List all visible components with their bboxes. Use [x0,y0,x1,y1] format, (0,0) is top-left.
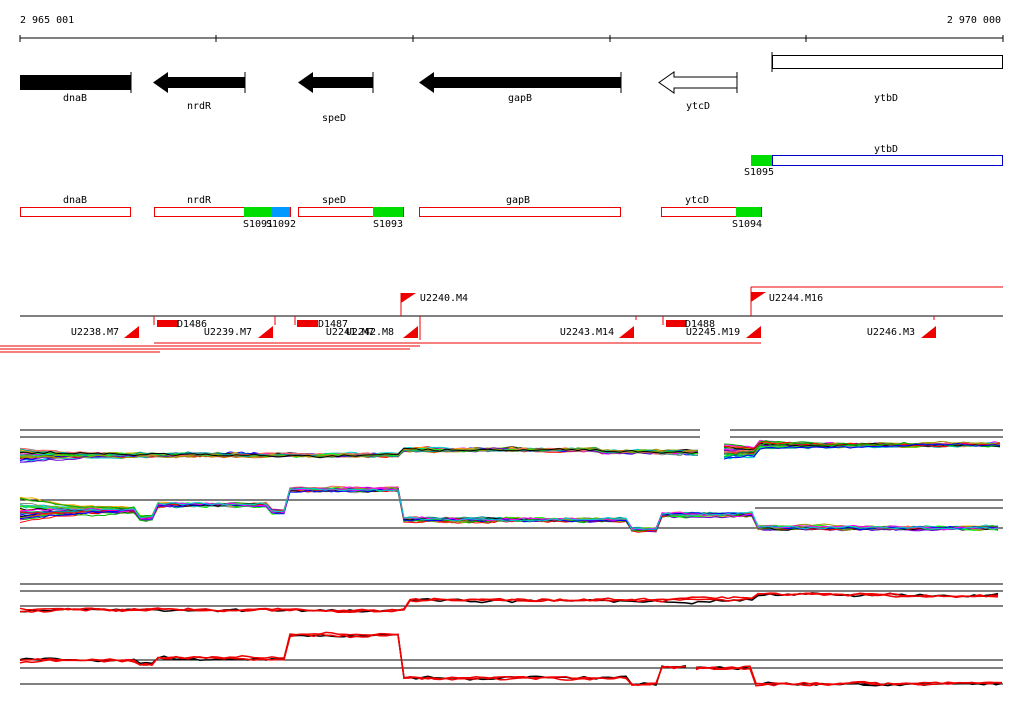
trace [19,486,999,532]
site-label: S1095 [744,167,774,178]
segment-label: U2244.M16 [769,293,823,304]
trace [723,441,1001,456]
gene-label: nrdR [187,101,212,112]
deletion-label: D1486 [177,319,207,330]
trace [19,487,999,532]
trace [695,665,1003,686]
trace [19,488,999,531]
trace [19,487,999,530]
trace [19,488,999,531]
trace [19,487,999,533]
gene-label: ytbD [874,144,898,155]
trace [19,488,999,531]
segment-label: U2241.M7 [326,327,374,338]
gene-label: gapB [506,195,530,206]
site-label: S1091 [243,219,273,230]
site-label: S1093 [373,219,403,230]
trace [19,487,999,531]
site-label: S1092 [266,219,296,230]
segment-track: U2238.M7 U2239.M7 U2240.M4 U2241.M7 U224… [0,286,1003,353]
trace [19,486,999,532]
track-3 [20,207,762,217]
trace [19,487,999,531]
trace [19,487,999,531]
site-label: S1094 [732,219,762,230]
segment-label: U2246.M3 [867,327,915,338]
segment-label: U2239.M7 [204,327,252,338]
trace [19,487,999,531]
ruler-start: 2 965 001 [20,15,74,26]
trace [19,487,999,532]
trace [19,487,999,532]
segment-label: U2243.M14 [560,327,614,338]
segment-label: U2242.M8 [346,327,394,338]
gene-label: speD [322,195,346,206]
trace [19,631,687,686]
trace [19,487,999,531]
trace [723,440,1001,450]
deletion-label: D1487 [318,319,348,330]
segment-label: U2245.M19 [686,327,740,338]
trace [19,487,999,532]
trace [19,487,999,531]
gene-label: ytcD [685,195,709,206]
expression-traces [19,429,1003,687]
trace [19,592,998,614]
track-2: ytbD S1095 [744,144,1003,178]
trace [19,633,687,687]
trace [19,447,699,459]
gene-label: gapB [508,93,532,104]
gene-label: dnaB [63,93,87,104]
gene-label: ytbD [874,93,898,104]
deletion-label: D1488 [685,319,715,330]
segment-label: U2240.M4 [420,293,468,304]
trace [19,487,999,532]
trace [19,487,999,533]
gene-track: dnaB nrdR speD gapB ytcD ytbD [20,52,1003,124]
trace [19,487,999,531]
trace [19,488,999,531]
ruler: 2 965 001 2 970 000 [19,15,1004,42]
gene-label: ytcD [686,101,710,112]
trace [19,488,999,531]
gene-label: dnaB [63,195,87,206]
gene-label: nrdR [187,195,212,206]
ruler-end: 2 970 000 [947,15,1001,26]
trace [19,486,999,531]
gene-label: speD [322,113,346,124]
trace [19,487,999,531]
segment-label: U2238.M7 [71,327,119,338]
trace [723,442,1001,460]
trace [19,487,999,530]
